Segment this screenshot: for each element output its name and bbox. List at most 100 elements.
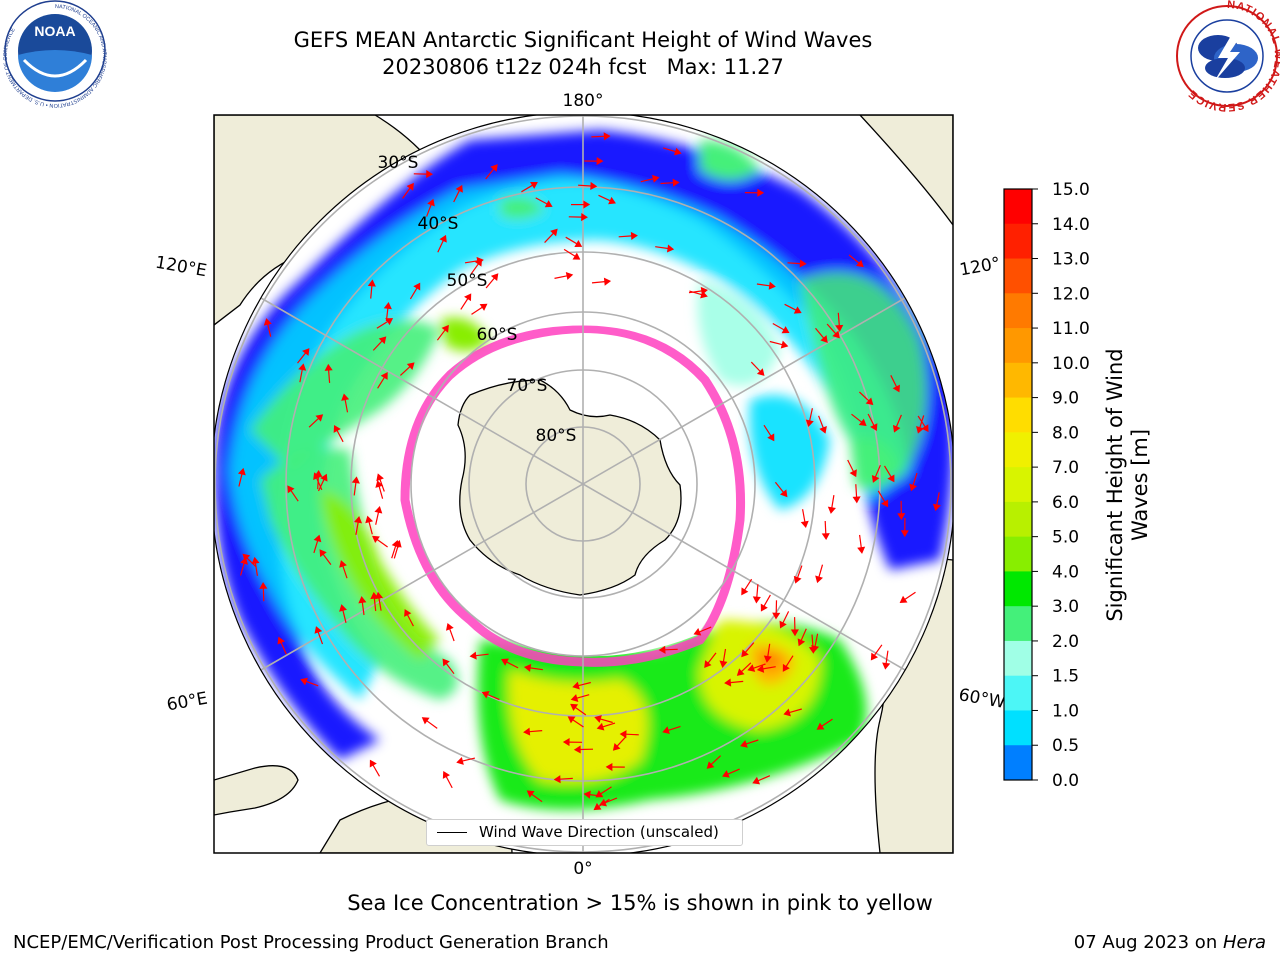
wave-arrow-shaft [322,553,332,565]
wave-arrow-head [369,759,377,768]
wave-arrow-head [793,306,802,314]
wave-arrow-shaft [789,708,802,714]
wave-arrow-head [550,228,558,237]
wave-arrow-head [805,419,814,428]
wave-arrow-shaft [763,594,771,607]
wave-arrow-head [752,596,761,604]
wave-arrow-head [570,694,579,702]
wave-arrow-head [594,715,602,723]
wave-arrow-head [287,485,295,494]
wave-arrow-head [793,575,802,584]
wave-arrow-shaft [554,275,568,279]
antarctica [457,379,682,596]
wave-arrow-head [767,433,775,442]
wave-arrow-shaft [877,490,886,503]
wave-arrow-shaft [602,722,616,728]
colorbar-tick-label: 13.0 [1052,250,1090,270]
wave-arrow-head [849,469,857,478]
wave-arrow-shaft [763,424,772,437]
wave-arrow-head [870,652,879,661]
wave-arrow-head [456,757,464,765]
wave-arrow-shaft [874,464,881,478]
wave-arrow-head [820,335,828,343]
wave-arrow-shaft [297,352,307,364]
wave-arrow-shaft [370,285,373,299]
wave-arrow-shaft [753,663,766,669]
chart-title: GEFS MEAN Antarctic Significant Height o… [293,28,873,52]
wave-arrow-shaft [660,182,674,185]
wave-arrow-shaft [655,246,669,250]
colorbar-tick-label: 1.5 [1052,667,1079,687]
wave-arrow-head [706,761,715,769]
wave-arrow-shaft [800,628,807,641]
wave-arrow-head [870,423,878,432]
wave-arrow-shaft [453,190,461,203]
wave-arrow-shaft [782,611,790,624]
wave-arrow-head [808,646,818,654]
wave-arrow-head [339,604,347,612]
colorbar-segment [1004,189,1032,225]
wave-arrow-head [881,499,889,508]
colorbar-tick-label: 3.0 [1052,597,1079,617]
wave-arrow-head [339,560,347,568]
wave-arrow-shaft [740,662,752,673]
noaa-logo-text: NOAA [34,23,75,39]
colorbar-tick-label: 5.0 [1052,528,1079,548]
colorbar-tick-label: 9.0 [1052,389,1079,409]
colorbar-tick-label: 14.0 [1052,215,1090,235]
wave-arrow-shaft [851,413,863,423]
credit-right: 07 Aug 2023 on Hera [1074,932,1266,953]
wave-arrow-head [779,489,788,498]
wave-arrow-shaft [802,509,806,523]
wave-arrow-head [333,424,341,433]
colorbar-segment [1004,362,1032,399]
wave-arrow-shaft [600,786,612,795]
wave-arrow-shaft [521,184,533,193]
wave-arrow-head [909,483,917,492]
wave-arrow-shaft [316,477,323,491]
colorbar-segment [1004,640,1032,677]
wave-arrow-shaft [393,545,399,559]
wave-arrow-shaft [616,736,627,747]
wave-arrow-head [780,340,789,349]
wave-arrow-head [892,424,901,433]
wave-arrow-shaft [576,694,590,699]
wave-arrow-shaft [238,473,243,487]
wave-arrow-head [298,363,307,371]
wave-arrow-shaft [485,168,495,180]
wave-arrow-shaft [342,610,347,623]
wave-arrow-shaft [299,369,303,383]
wave-arrow-shaft [745,739,759,745]
wave-arrow-shaft [378,486,384,499]
wave-arrow-head [672,178,680,187]
wave-arrow-head [815,575,823,584]
wave-arrow-head [651,174,660,183]
wave-arrow-shaft [544,232,554,244]
wave-arrow-head [406,182,414,191]
wave-arrow-head [439,234,447,243]
wave-arrow-shaft [710,755,722,766]
wave-arrow-head [574,239,583,248]
wave-arrow-head [816,722,825,730]
wave-arrow-head [892,384,900,393]
wave-arrow-head [593,802,602,811]
wave-arrow-head [900,530,909,538]
wave-arrow-shaft [769,340,783,346]
wave-arrow-head [446,623,454,631]
wave-arrow-shaft [464,260,478,264]
wave-arrow-head [385,318,394,326]
wave-arrows [237,132,941,811]
wave-arrow-shaft [756,584,759,598]
wave-arrow-shaft [831,495,835,508]
wave-arrow-shaft [727,768,740,775]
wave-arrow-shaft [772,322,785,331]
wave-arrow-head [583,200,591,209]
wave-arrow-shaft [818,415,824,429]
wave-arrow-shaft [361,602,365,616]
wave-arrow-head [857,546,866,554]
wave-arrow-head [370,591,379,600]
wave-arrow-head [856,259,864,268]
wave-arrow-shaft [663,147,676,153]
wave-arrow-shaft [267,323,272,337]
